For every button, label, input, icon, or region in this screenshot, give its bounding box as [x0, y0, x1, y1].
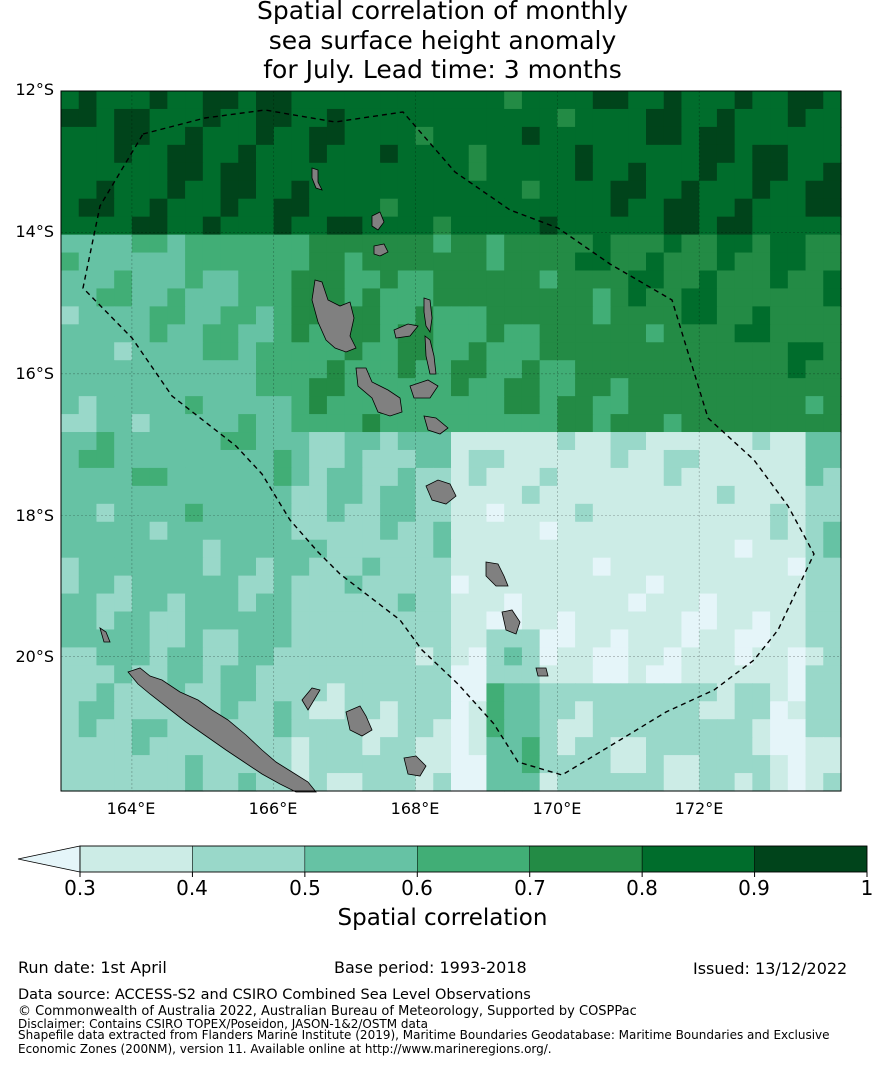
colorbar [17, 845, 868, 877]
island-tanna [501, 609, 521, 635]
colorbar-swatch [417, 845, 530, 873]
cb-tick-0: 0.3 [64, 876, 96, 900]
lon-label-166e: 166°E [248, 799, 298, 818]
colorbar-swatch [754, 845, 868, 873]
colorbar-swatch [304, 845, 418, 873]
map-title: Spatial correlation of monthly sea surfa… [0, 0, 885, 85]
island-belep [99, 627, 111, 643]
cb-tick-2: 0.5 [289, 876, 321, 900]
island-maewo [423, 297, 433, 334]
island-ambae [393, 323, 419, 339]
issued-date: Issued: 13/12/2022 [693, 959, 848, 978]
island-epi [423, 415, 449, 435]
cb-tick-3: 0.6 [401, 876, 433, 900]
eez-boundary-vanuatu [82, 109, 815, 776]
lat-label-12s: 12°S [15, 80, 54, 99]
island-aneityum [535, 667, 549, 677]
island-espiritu-santo [311, 279, 357, 353]
lon-label-172e: 172°E [674, 799, 724, 818]
cb-tick-6: 0.9 [738, 876, 770, 900]
cb-tick-1: 0.4 [176, 876, 208, 900]
run-date: Run date: 1st April [18, 958, 167, 977]
colorbar-swatch [79, 845, 193, 873]
title-line-1: Spatial correlation of monthly [256, 0, 629, 25]
data-source: Data source: ACCESS-S2 and CSIRO Combine… [18, 987, 531, 1003]
island-mare [403, 755, 427, 777]
colorbar-label: Spatial correlation [337, 905, 548, 931]
land-masses [99, 167, 549, 793]
lat-label-14s: 14°S [15, 222, 54, 241]
cb-tick-4: 0.7 [514, 876, 546, 900]
island-pentecost [424, 335, 437, 375]
island-erromango [485, 561, 509, 587]
shapefile-credit-2: Economic Zones (200NM), version 11. Avai… [18, 1042, 552, 1056]
island-new-caledonia [127, 667, 317, 793]
map-frame [60, 90, 842, 792]
colorbar-extend-arrow [17, 845, 81, 873]
island-banks-2 [373, 243, 389, 257]
colorbar-swatch [529, 845, 643, 873]
island-ouvea [301, 687, 321, 711]
island-ambrym [409, 379, 439, 399]
correlation-grid [61, 91, 842, 792]
copyright-notice: © Commonwealth of Australia 2022, Austra… [18, 1004, 637, 1019]
shapefile-credit-1: Shapefile data extracted from Flanders M… [18, 1028, 830, 1042]
lat-label-18s: 18°S [15, 506, 54, 525]
lon-label-164e: 164°E [106, 799, 156, 818]
disclaimer: Disclaimer: Contains CSIRO TOPEX/Poseido… [18, 1017, 428, 1031]
cb-tick-5: 0.8 [626, 876, 658, 900]
base-period: Base period: 1993-2018 [334, 958, 527, 977]
lat-label-16s: 16°S [15, 364, 54, 383]
lat-label-20s: 20°S [15, 647, 54, 666]
island-malakula [355, 367, 403, 417]
title-line-3: for July. Lead time: 3 months [263, 55, 622, 84]
colorbar-swatch [192, 845, 306, 873]
lon-label-170e: 170°E [532, 799, 582, 818]
island-torres [311, 167, 323, 191]
island-banks-1 [371, 211, 385, 231]
island-efate [425, 479, 457, 505]
lon-label-168e: 168°E [390, 799, 440, 818]
cb-tick-7: 1 [860, 876, 874, 900]
colorbar-swatch [641, 845, 755, 873]
island-lifou [345, 705, 373, 737]
title-line-2: sea surface height anomaly [268, 25, 617, 55]
graticule [61, 91, 841, 791]
